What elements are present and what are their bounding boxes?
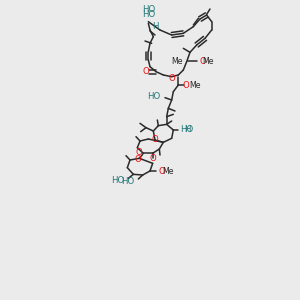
Text: HO: HO bbox=[121, 176, 134, 185]
Text: HO: HO bbox=[142, 5, 155, 14]
Text: O: O bbox=[136, 148, 143, 157]
Text: O: O bbox=[183, 80, 189, 89]
Text: O: O bbox=[135, 154, 142, 164]
Text: O: O bbox=[199, 56, 206, 65]
Text: Me: Me bbox=[189, 80, 201, 89]
Text: Me: Me bbox=[171, 57, 183, 66]
Text: Me: Me bbox=[162, 167, 173, 176]
Text: HO: HO bbox=[142, 10, 155, 19]
Text: HO: HO bbox=[111, 176, 124, 185]
Text: HO: HO bbox=[147, 92, 161, 101]
Text: O: O bbox=[149, 154, 156, 163]
Text: O: O bbox=[151, 134, 158, 143]
Text: H: H bbox=[184, 125, 190, 134]
Text: O: O bbox=[159, 167, 165, 176]
Text: Me: Me bbox=[203, 56, 214, 65]
Text: H: H bbox=[152, 22, 158, 31]
Text: O: O bbox=[142, 67, 149, 76]
Text: O: O bbox=[168, 74, 175, 83]
Text: HO: HO bbox=[180, 125, 193, 134]
